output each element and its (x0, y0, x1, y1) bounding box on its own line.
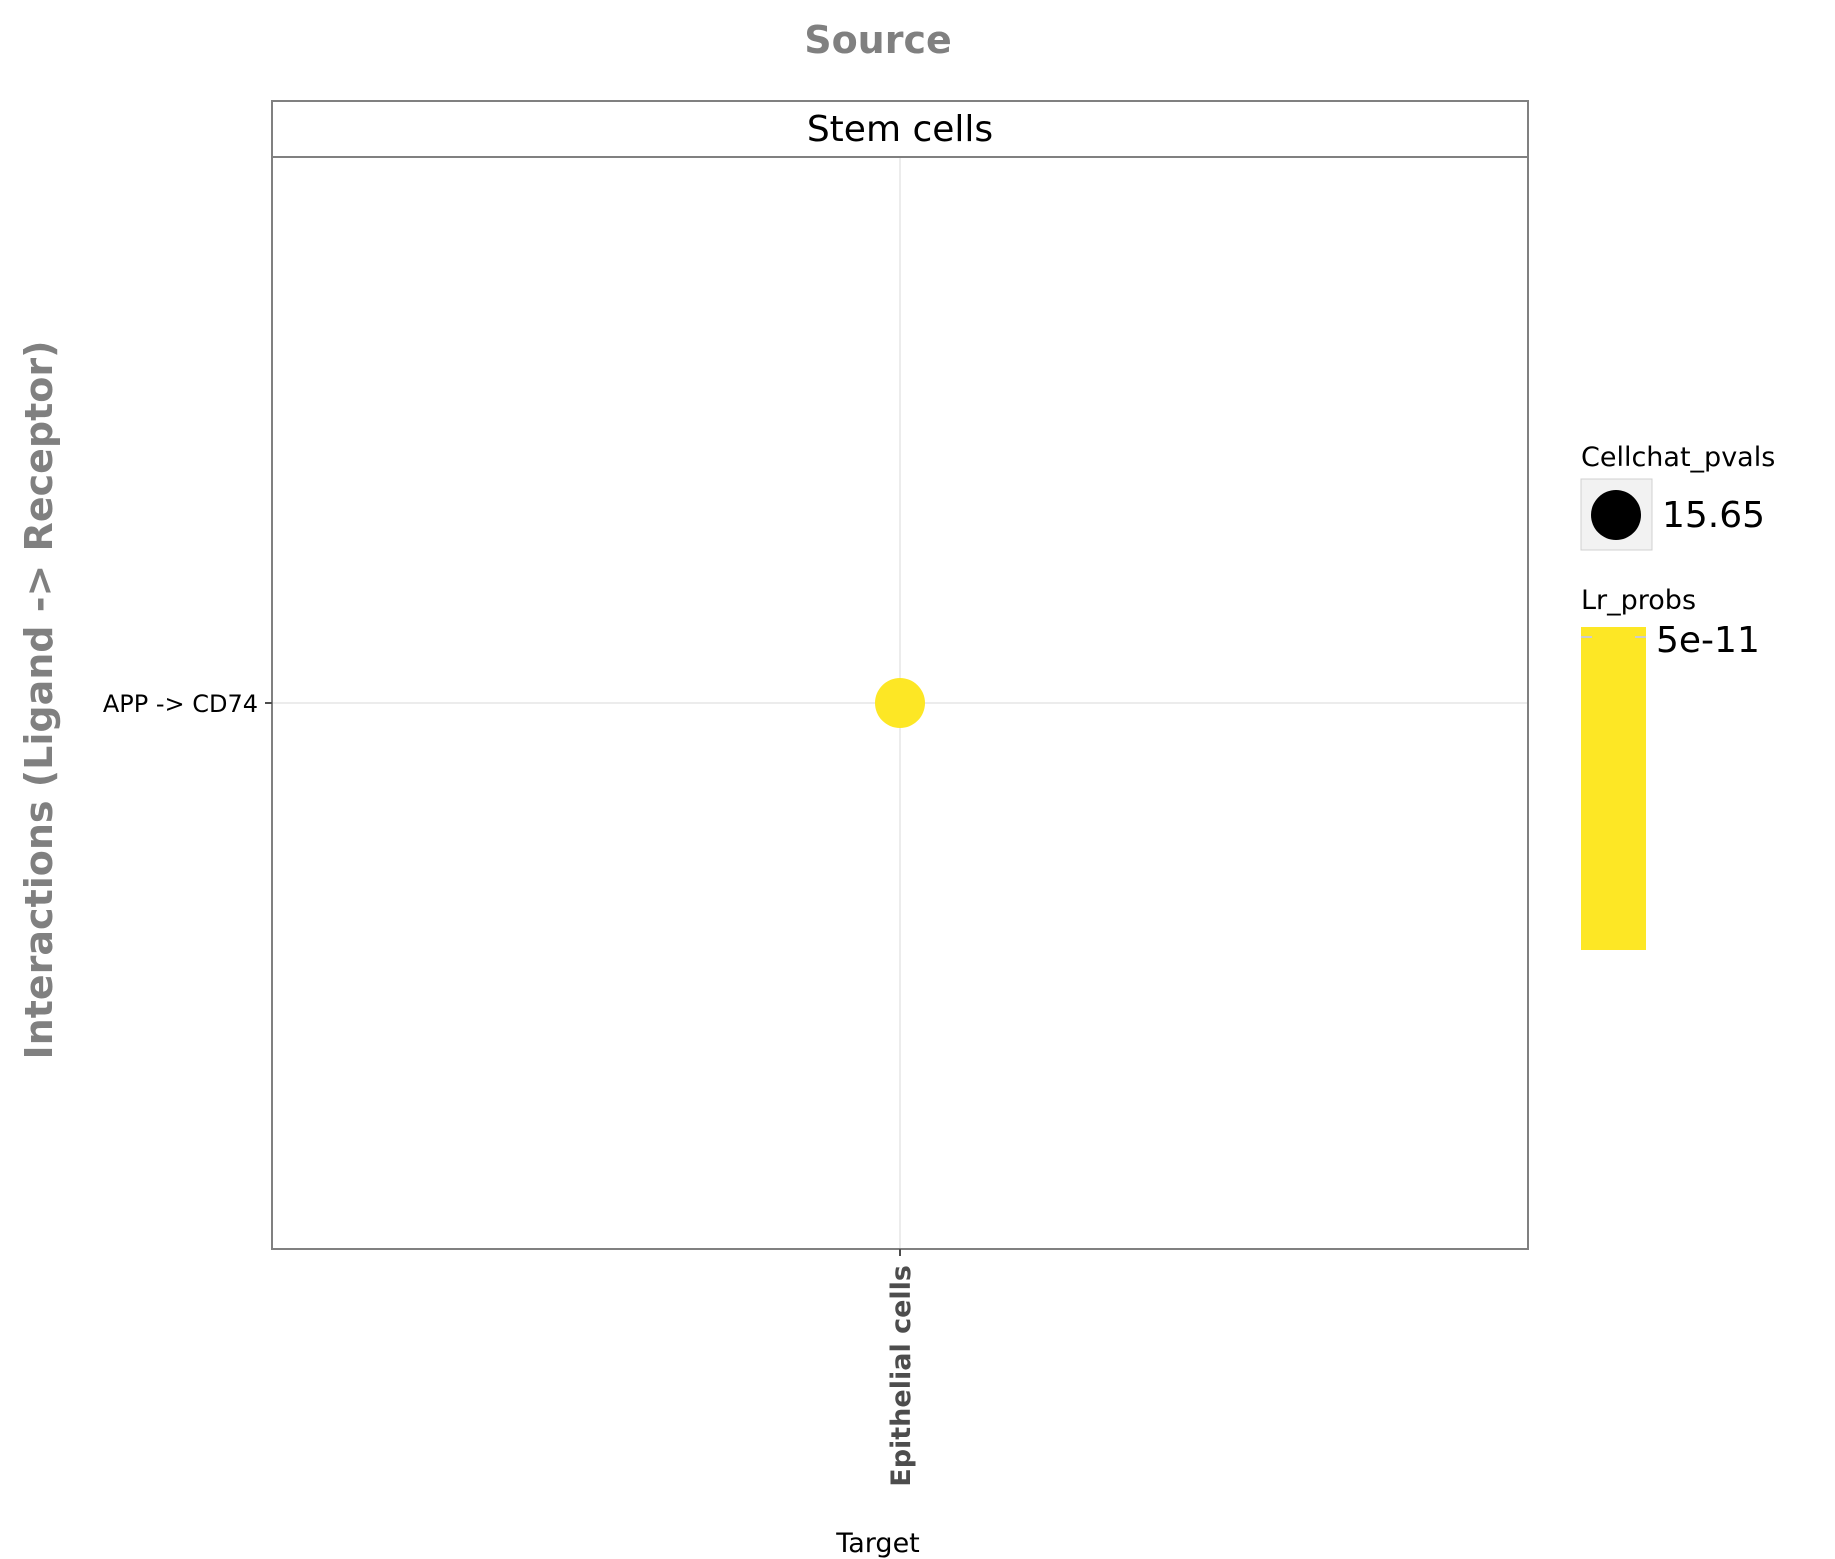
size-legend-marker (1591, 490, 1641, 540)
size-legend-label: 15.65 (1662, 495, 1765, 536)
colorbar-tick-label: 5e-11 (1656, 620, 1760, 661)
points-layer (875, 678, 925, 728)
facet-label: Stem cells (807, 109, 993, 150)
colorbar (1581, 627, 1646, 950)
data-point (875, 678, 925, 728)
size-legend-title: Cellchat_pvals (1581, 442, 1775, 473)
color-legend-title: Lr_probs (1581, 585, 1696, 616)
facet-strip (271, 100, 1529, 158)
chart-title: Source (804, 18, 952, 62)
x-tick-label: Epithelial cells (886, 1265, 917, 1487)
y-tick-label: APP -> CD74 (103, 690, 258, 718)
x-axis-label: Target (835, 1528, 920, 1559)
y-axis-label: Interactions (Ligand -> Receptor) (17, 341, 61, 1060)
